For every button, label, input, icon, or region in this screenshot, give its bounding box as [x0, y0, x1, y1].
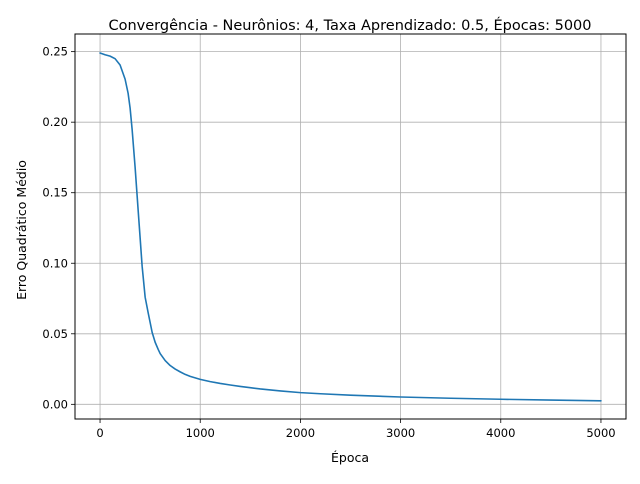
x-axis-label: Época	[331, 450, 369, 465]
x-tick-label: 5000	[586, 426, 615, 440]
y-tick-label: 0.25	[42, 45, 68, 59]
series-layer	[99, 52, 602, 402]
y-axis: 0.00 0.05 0.10 0.15 0.20 0.25	[42, 45, 75, 411]
x-tick-label: 0	[96, 426, 103, 440]
x-tick-label: 1000	[186, 426, 215, 440]
series-line	[99, 52, 602, 402]
grid	[75, 34, 626, 419]
y-tick-label: 0.15	[42, 186, 68, 200]
y-tick-label: 0.05	[42, 327, 68, 341]
x-tick-label: 4000	[486, 426, 515, 440]
x-tick-label: 2000	[286, 426, 315, 440]
x-axis: 0 1000 2000 3000 4000 5000	[96, 419, 616, 440]
plot-frame	[74, 33, 627, 420]
chart-title: Convergência - Neurônios: 4, Taxa Aprend…	[108, 17, 591, 34]
y-tick-label: 0.10	[42, 256, 68, 270]
y-tick-label: 0.20	[42, 115, 68, 129]
x-tick-label: 3000	[386, 426, 415, 440]
y-axis-label: Erro Quadrático Médio	[14, 160, 29, 300]
y-tick-label: 0.00	[42, 397, 68, 411]
